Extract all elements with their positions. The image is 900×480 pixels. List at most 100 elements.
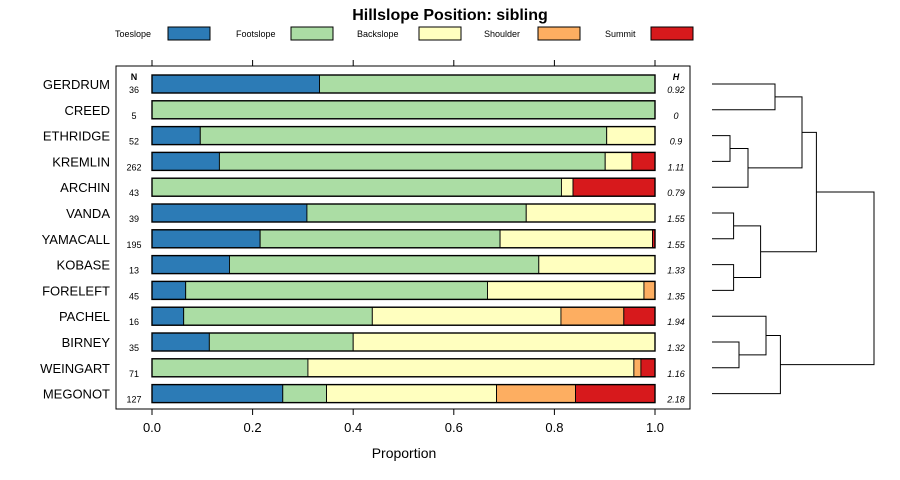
bar-vanda-toeslope: [151, 203, 308, 223]
bar-ethridge-toeslope: [151, 126, 201, 146]
x-tick-label-4: 0.8: [545, 420, 563, 435]
bar-gerdrum-footslope: [319, 74, 656, 94]
category-label-megonot: MEGONOT: [43, 387, 110, 402]
bar-birney-toeslope: [151, 332, 210, 352]
bar-kremlin-summit: [631, 151, 656, 171]
bar-kobase-footslope: [229, 255, 540, 275]
legend-swatch-footslope: [290, 26, 334, 41]
bar-megonot-shoulder: [496, 384, 576, 404]
h-value-birney: 1.32: [667, 343, 685, 353]
h-value-megonot: 2.18: [666, 395, 685, 405]
dendrogram-link-5: [712, 83, 776, 111]
bar-outline-megonot: [151, 383, 656, 404]
h-value-kremlin: 1.11: [668, 162, 685, 172]
n-value-kobase: 13: [129, 266, 139, 276]
bar-megonot-backslope: [326, 384, 498, 404]
category-label-ethridge: ETHRIDGE: [43, 129, 111, 144]
dendrogram-link-10: [760, 131, 817, 253]
x-tick-label-0: 0.0: [143, 420, 161, 435]
bar-archin-summit: [572, 177, 656, 197]
legend-swatch-summit: [650, 26, 694, 41]
x-tick-label-5: 1.0: [646, 420, 664, 435]
n-value-megonot: 127: [126, 395, 141, 405]
n-value-creed: 5: [131, 111, 136, 121]
bar-pachel-summit: [623, 306, 656, 326]
bar-outline-birney: [151, 332, 656, 352]
bar-kobase-toeslope: [151, 255, 230, 275]
bar-kobase-backslope: [538, 255, 656, 275]
legend-label-summit: Summit: [605, 29, 636, 39]
dendrogram-link-11: [780, 191, 875, 366]
bar-outline-yamacall: [151, 229, 656, 249]
bar-weingart-summit: [640, 358, 656, 378]
n-value-gerdrum: 36: [129, 85, 139, 95]
n-value-birney: 35: [129, 343, 139, 353]
h-value-archin: 0.79: [667, 188, 685, 198]
bar-birney-footslope: [208, 332, 354, 352]
h-value-weingart: 1.16: [667, 369, 685, 379]
n-value-foreleft: 45: [129, 291, 139, 301]
category-label-birney: BIRNEY: [62, 335, 111, 350]
bar-outline-pachel: [151, 306, 656, 326]
bar-outline-gerdrum: [151, 74, 656, 94]
category-label-weingart: WEINGART: [40, 361, 110, 376]
dendrogram-link-3: [712, 341, 740, 369]
dendrogram-link-2: [712, 264, 735, 291]
bar-weingart-shoulder: [633, 358, 642, 378]
bar-archin-footslope: [151, 177, 562, 197]
dendrogram-link-6: [733, 225, 762, 278]
bar-yamacall-footslope: [259, 229, 501, 249]
x-tick-label-1: 0.2: [244, 420, 262, 435]
x-tick-label-3: 0.6: [445, 420, 463, 435]
legend-label-shoulder: Shoulder: [484, 29, 520, 39]
bar-gerdrum-toeslope: [151, 74, 320, 94]
bar-vanda-backslope: [525, 203, 656, 223]
bar-outline-vanda: [151, 203, 656, 223]
legend: Toeslope Footslope Backslope Shoulder Summit: [115, 26, 694, 41]
category-label-vanda: VANDA: [66, 206, 110, 221]
bar-pachel-shoulder: [560, 306, 625, 326]
category-label-foreleft: FORELEFT: [42, 283, 110, 298]
plot-frame: [115, 65, 691, 410]
n-value-ethridge: 52: [129, 137, 139, 147]
h-value-vanda: 1.55: [667, 214, 686, 224]
x-tick-label-2: 0.4: [344, 420, 362, 435]
dendrogram-link-1: [712, 212, 735, 240]
bar-ethridge-footslope: [199, 126, 608, 146]
bar-megonot-footslope: [282, 384, 327, 404]
bar-outline-foreleft: [151, 280, 656, 301]
bar-outline-archin: [151, 177, 656, 197]
category-label-kobase: KOBASE: [57, 258, 111, 273]
bar-yamacall-toeslope: [151, 229, 261, 249]
bar-outline-creed: [151, 100, 656, 120]
bar-weingart-footslope: [151, 358, 309, 378]
category-label-gerdrum: GERDRUM: [43, 77, 110, 92]
category-label-pachel: PACHEL: [59, 309, 110, 324]
bar-kremlin-backslope: [604, 151, 633, 171]
bar-ethridge-backslope: [606, 126, 656, 146]
bar-outline-ethridge: [151, 125, 656, 146]
bar-foreleft-backslope: [487, 280, 645, 300]
n-value-vanda: 39: [129, 214, 139, 224]
h-value-creed: 0: [673, 111, 678, 121]
n-value-pachel: 16: [129, 317, 139, 327]
bar-pachel-backslope: [371, 306, 562, 326]
bar-yamacall-backslope: [499, 229, 653, 249]
bar-archin-backslope: [560, 177, 574, 197]
category-label-creed: CREED: [64, 103, 110, 118]
n-value-weingart: 71: [129, 369, 139, 379]
x-axis-label: Proportion: [372, 445, 437, 461]
bar-megonot-summit: [575, 384, 656, 404]
bar-birney-backslope: [352, 332, 656, 352]
bar-weingart-backslope: [307, 358, 635, 378]
chart-title: Hillslope Position: sibling: [352, 7, 548, 24]
bar-foreleft-footslope: [185, 280, 488, 300]
dendrogram-link-9: [712, 335, 781, 395]
legend-swatch-backslope: [418, 26, 462, 41]
n-value-kremlin: 262: [126, 162, 141, 172]
category-label-kremlin: KREMLIN: [52, 154, 110, 169]
h-value-pachel: 1.94: [667, 317, 685, 327]
legend-label-footslope: Footslope: [236, 29, 276, 39]
h-header: H: [673, 72, 680, 82]
bar-pachel-toeslope: [151, 306, 185, 326]
